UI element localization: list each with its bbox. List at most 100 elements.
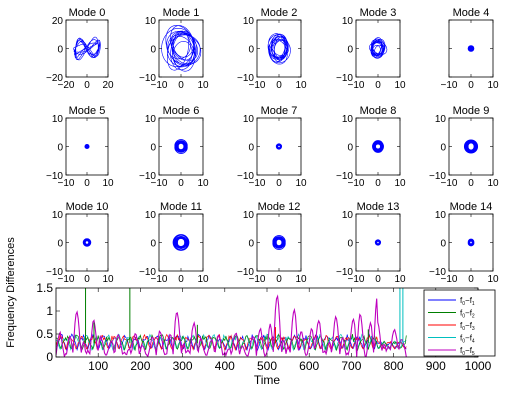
mode-title: Mode 5: [69, 105, 106, 117]
mode-trajectory: [172, 234, 190, 251]
mode-xtick-label: 10: [394, 274, 406, 285]
mode-xtick-label: 0: [276, 80, 282, 91]
mode-xtick-label: −10: [249, 80, 266, 91]
frequency-ytick-label: 1.5: [36, 281, 53, 295]
mode-ytick-label: 10: [52, 114, 64, 125]
mode-trajectory: [82, 238, 92, 247]
mode-ytick-label: −10: [237, 171, 254, 182]
mode-ytick-label: 10: [435, 114, 447, 125]
mode-axes-box: [448, 117, 494, 176]
mode-trajectory: [161, 25, 202, 72]
mode-ytick-label: 0: [150, 45, 156, 56]
mode-xtick-label: 0: [468, 80, 474, 91]
mode-panel: Mode 6 −10 0 10 10 0 −10: [139, 105, 209, 189]
mode-xtick-label: −10: [441, 80, 458, 91]
mode-xtick-label: −10: [249, 178, 266, 189]
mode-ytick-label: −10: [429, 171, 446, 182]
frequency-series-line: [56, 333, 407, 352]
mode-trajectory: [267, 33, 291, 65]
mode-axes-box: [448, 213, 494, 272]
mode-ytick-label: 10: [243, 114, 255, 125]
mode-axes-box: [355, 117, 401, 176]
mode-xtick-label: 0: [375, 80, 381, 91]
mode-panel: Mode 12 −10 0 10 10 0 −10: [237, 201, 307, 285]
frequency-xtick-label: 600: [299, 359, 319, 373]
mode-xtick-label: 10: [102, 178, 114, 189]
mode-axes-box: [256, 213, 302, 272]
frequency-xtick-label: 100: [88, 359, 108, 373]
frequency-xlabel: Time: [254, 373, 281, 387]
mode-dot: [467, 45, 475, 52]
mode-panel: Mode 4 −10 0 10: [441, 7, 499, 91]
mode-ytick-label: −10: [336, 73, 353, 84]
mode-xtick-label: 10: [197, 178, 209, 189]
mode-ytick-label: −10: [139, 267, 156, 278]
mode-title: Mode 1: [163, 7, 200, 19]
mode-trajectory: [467, 45, 475, 52]
mode-xtick-label: 0: [84, 178, 90, 189]
mode-ytick-label: 10: [52, 210, 64, 221]
mode-ytick-label: 10: [342, 114, 354, 125]
mode-xtick-label: −10: [348, 80, 365, 91]
frequency-ylabel: Frequency Differences: [5, 237, 17, 348]
mode-ytick-label: 10: [342, 16, 354, 27]
mode-xtick-label: 10: [197, 274, 209, 285]
mode-trajectory: [275, 143, 283, 150]
mode-panel: Mode 8 −10 0 10 10 0 −10: [336, 105, 406, 189]
mode-trajectory: [84, 143, 90, 150]
frequency-xtick-label: 400: [215, 359, 235, 373]
mode-axes-box: [158, 117, 204, 176]
mode-title: Mode 4: [453, 7, 490, 19]
mode-ytick-label: 0: [57, 239, 63, 250]
mode-xtick-label: −10: [348, 274, 365, 285]
mode-ytick-label: −10: [46, 171, 63, 182]
legend-entry: f0−f5: [460, 346, 475, 357]
mode-ytick-label: 0: [347, 143, 353, 154]
mode-xtick-label: −10: [441, 178, 458, 189]
mode-ytick-label: −10: [237, 267, 254, 278]
frequency-ytick-label: 0.5: [36, 327, 53, 341]
frequency-xtick-label: 300: [173, 359, 193, 373]
mode-axes-box: [65, 213, 109, 272]
mode-title: Mode 0: [69, 7, 106, 19]
frequency-ytick-label: 1: [46, 304, 53, 318]
mode-title: Mode 3: [360, 7, 397, 19]
mode-ytick-label: 0: [248, 143, 254, 154]
mode-trajectory: [369, 37, 388, 59]
mode-ytick-label: −10: [139, 171, 156, 182]
mode-axes-box: [256, 117, 302, 176]
legend-entry: f0−f2: [460, 309, 475, 320]
mode-panel: Mode 1 −10 0 10 10 0 −10: [139, 7, 209, 91]
mode-ytick-label: 10: [145, 114, 157, 125]
frequency-xtick-label: 1000: [465, 359, 492, 373]
mode-trajectory: [463, 139, 479, 154]
frequency-series-line: [56, 294, 407, 357]
mode-xtick-label: 10: [487, 80, 499, 91]
mode-xtick-label: −10: [441, 274, 458, 285]
mode-axes-box: [355, 19, 401, 78]
mode-xtick-label: −10: [348, 178, 365, 189]
mode-ytick-label: −10: [336, 267, 353, 278]
mode-title: Mode 2: [261, 7, 298, 19]
mode-ytick-label: 10: [243, 210, 255, 221]
mode-xtick-label: 10: [487, 274, 499, 285]
frequency-differences-plot: 100 200 300 400 500 600 700 800 900 100000.511.5T…: [5, 237, 496, 387]
mode-xtick-label: 0: [178, 274, 184, 285]
mode-trajectory: [374, 239, 382, 246]
mode-panel: Mode 13 −10 0 10 10 0 −10: [336, 201, 406, 285]
frequency-xtick-label: 900: [426, 359, 446, 373]
mode-ytick-label: 10: [342, 210, 354, 221]
mode-title: Mode 12: [258, 201, 301, 213]
legend-entry: f0−f4: [460, 334, 475, 345]
legend-entry: f0−f3: [460, 321, 475, 332]
mode-trajectory: [272, 235, 286, 250]
mode-xtick-label: −10: [151, 274, 168, 285]
mode-panel: Mode 5 −10 0 10 10 0 −10: [46, 105, 114, 189]
mode-xtick-label: 0: [178, 80, 184, 91]
mode-xtick-label: 0: [276, 274, 282, 285]
mode-ytick-label: −10: [237, 73, 254, 84]
mode-panel: Mode 14 −10 0 10 10 0 −10: [429, 201, 499, 285]
mode-xtick-label: 10: [102, 274, 114, 285]
mode-ytick-label: 10: [243, 16, 255, 27]
